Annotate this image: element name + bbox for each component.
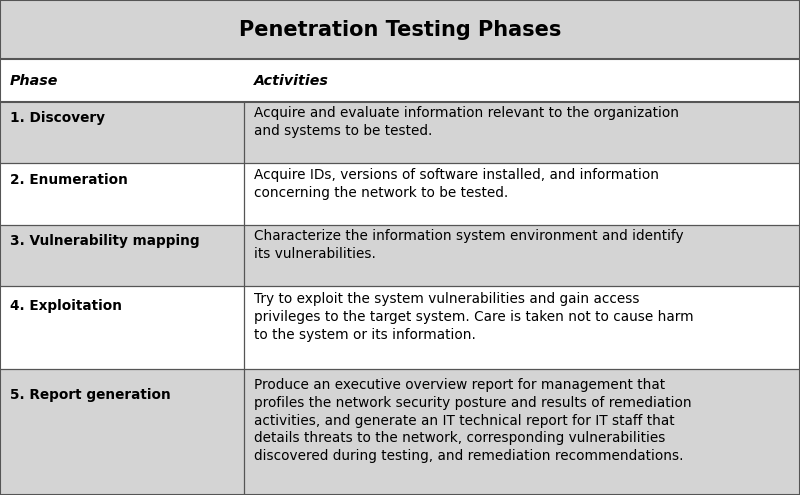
Text: Activities: Activities: [254, 74, 329, 88]
Bar: [0, 225, 800, 286]
Text: Produce an executive overview report for management that
profiles the network se: Produce an executive overview report for…: [254, 378, 691, 463]
Text: 3. Vulnerability mapping: 3. Vulnerability mapping: [10, 234, 199, 248]
Bar: [0, 0, 800, 59]
Bar: [0, 59, 800, 102]
Bar: [0, 369, 800, 495]
Bar: [0, 163, 800, 225]
Text: 2. Enumeration: 2. Enumeration: [10, 173, 127, 187]
Text: 1. Discovery: 1. Discovery: [10, 111, 105, 125]
Text: Phase: Phase: [10, 74, 58, 88]
Text: Characterize the information system environment and identify
its vulnerabilities: Characterize the information system envi…: [254, 229, 683, 261]
Text: Penetration Testing Phases: Penetration Testing Phases: [239, 19, 561, 40]
Text: 5. Report generation: 5. Report generation: [10, 388, 170, 402]
Bar: [0, 102, 800, 163]
Text: Try to exploit the system vulnerabilities and gain access
privileges to the targ: Try to exploit the system vulnerabilitie…: [254, 292, 694, 342]
Text: Acquire and evaluate information relevant to the organization
and systems to be : Acquire and evaluate information relevan…: [254, 106, 678, 138]
Bar: [0, 286, 800, 369]
Text: 4. Exploitation: 4. Exploitation: [10, 298, 122, 312]
Text: Acquire IDs, versions of software installed, and information
concerning the netw: Acquire IDs, versions of software instal…: [254, 168, 658, 199]
